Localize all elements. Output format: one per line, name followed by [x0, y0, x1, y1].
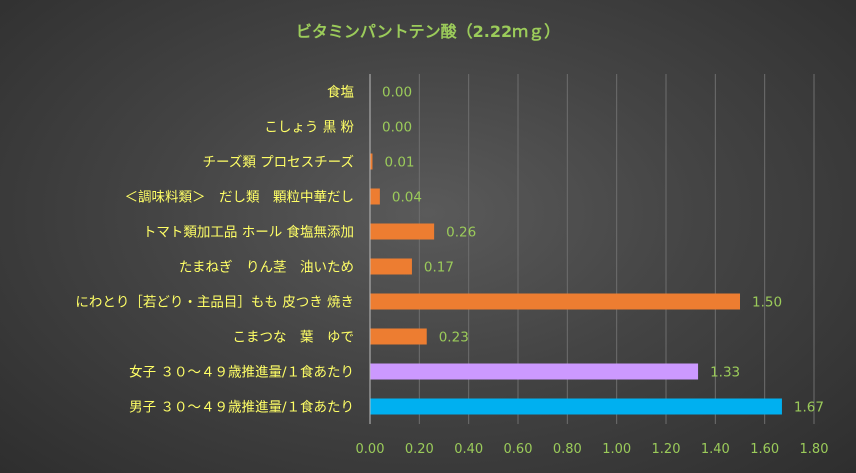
bar — [370, 328, 427, 345]
data-label: 1.33 — [710, 365, 740, 381]
data-label: 0.23 — [439, 330, 469, 346]
chart-title: ビタミンパントテン酸（2.22ｍｇ） — [296, 22, 560, 42]
bar — [370, 363, 699, 380]
bar — [370, 223, 435, 240]
x-tick-label: 0.60 — [504, 442, 533, 457]
data-label: 0.00 — [382, 120, 412, 136]
bar — [370, 188, 380, 205]
x-tick-label: 0.40 — [454, 442, 483, 457]
data-label: 1.50 — [752, 295, 782, 311]
data-label: 0.01 — [384, 155, 414, 171]
data-label: 1.67 — [794, 400, 824, 416]
bars — [370, 153, 782, 415]
bar — [370, 153, 373, 170]
data-label: 0.04 — [392, 190, 422, 206]
bar — [370, 293, 740, 310]
category-label: 男子 ３０～４９歳推進量/１食あたり — [129, 399, 354, 416]
data-labels: 0.00 0.00 0.01 0.04 0.26 0.17 1.50 0.23 1.33 1.67 — [382, 85, 824, 416]
bar — [370, 398, 782, 415]
data-label: 0.26 — [446, 225, 476, 241]
x-tick-label: 1.80 — [800, 442, 829, 457]
category-label: 女子 ３０～４９歳推進量/１食あたり — [129, 364, 354, 381]
bar — [370, 258, 412, 275]
data-label: 0.17 — [424, 260, 454, 276]
x-tick-label: 0.80 — [553, 442, 582, 457]
x-tick-label: 0.00 — [356, 442, 385, 457]
category-label: たまねぎ りん茎 油いため — [179, 260, 354, 276]
category-label: にわとり［若どり・主品目］もも 皮つき 焼き — [75, 295, 354, 311]
x-tick-label: 1.20 — [652, 442, 681, 457]
data-label: 0.00 — [382, 85, 412, 101]
category-label: チーズ類 プロセスチーズ — [203, 155, 354, 171]
category-label: トマト類加工品 ホール 食塩無添加 — [143, 224, 354, 241]
category-label: こまつな 葉 ゆで — [233, 330, 355, 346]
x-tick-label: 1.00 — [602, 442, 631, 457]
x-tick-label: 1.60 — [750, 442, 779, 457]
gridlines — [418, 74, 815, 424]
category-label: こしょう 黒 粉 — [264, 120, 354, 136]
category-label: 食塩 — [327, 84, 354, 101]
category-label: ＜調味料類＞ だし類 顆粒中華だし — [125, 190, 355, 206]
x-tick-label: 1.40 — [701, 442, 730, 457]
x-tick-labels: 0.00 0.20 0.40 0.60 0.80 1.00 1.20 1.40 1.60 1.80 — [356, 442, 829, 457]
x-tick-label: 0.20 — [405, 442, 434, 457]
